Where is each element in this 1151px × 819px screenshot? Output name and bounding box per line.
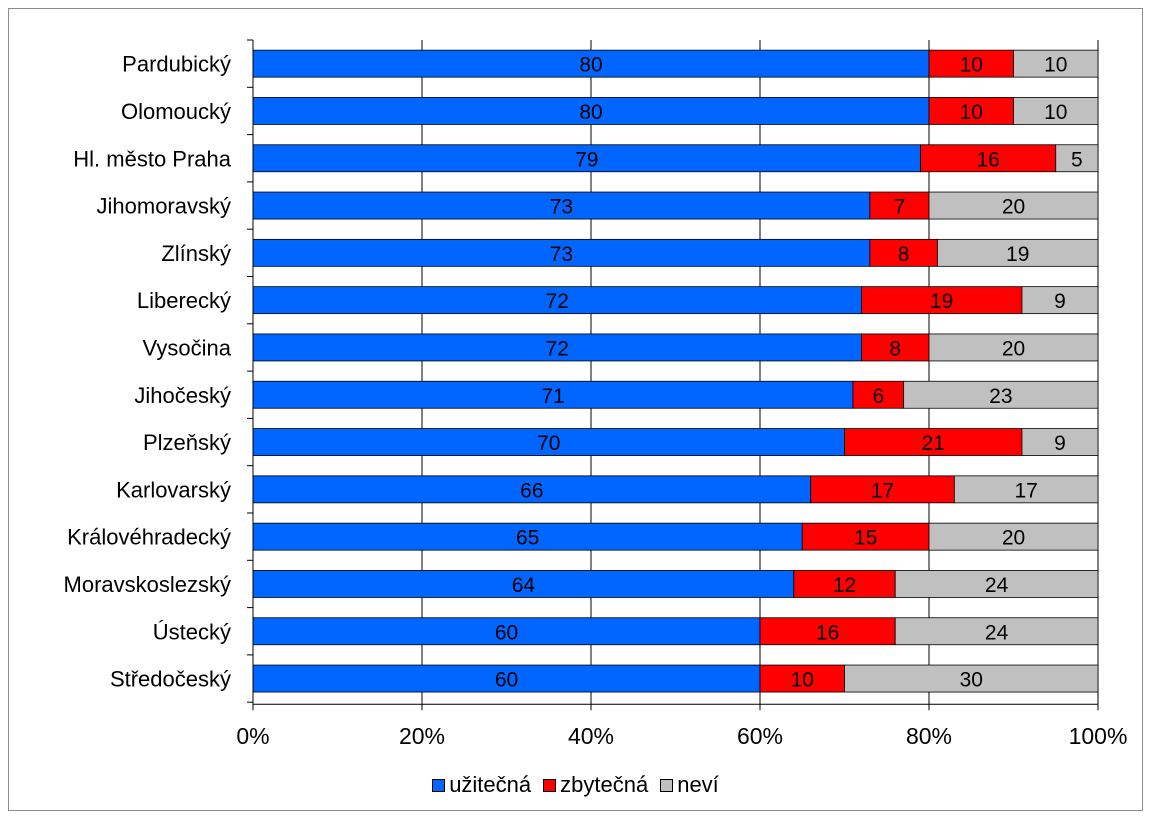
data-label: 72	[546, 290, 569, 313]
data-label: 79	[575, 148, 598, 171]
data-label: 10	[960, 101, 983, 124]
data-label: 17	[871, 479, 894, 502]
category-label: Liberecký	[137, 288, 231, 313]
category-label: Karlovarský	[116, 477, 231, 502]
category-label: Královéhradecký	[67, 525, 231, 550]
data-label: 66	[520, 479, 543, 502]
data-label: 19	[1006, 243, 1029, 266]
data-label: 17	[1014, 479, 1037, 502]
data-label: 80	[579, 101, 602, 124]
legend-label: zbytečná	[560, 772, 648, 798]
data-label: 24	[985, 621, 1009, 644]
data-label: 20	[1002, 337, 1025, 360]
data-label: 60	[495, 669, 518, 692]
category-label: Ústecký	[153, 619, 231, 644]
data-label: 64	[512, 574, 536, 597]
data-label: 16	[816, 621, 839, 644]
data-label: 12	[833, 574, 856, 597]
x-tick-label: 60%	[737, 723, 783, 749]
x-tick-label: 100%	[1069, 723, 1128, 749]
data-label: 65	[516, 527, 539, 550]
category-label: Vysočina	[143, 335, 232, 360]
legend-swatch	[432, 779, 445, 792]
category-label: Moravskoslezský	[64, 572, 231, 597]
category-label: Jihočeský	[134, 383, 231, 408]
data-label: 6	[872, 385, 884, 408]
legend-item: neví	[660, 772, 719, 798]
x-tick-label: 80%	[906, 723, 952, 749]
data-label: 72	[546, 337, 569, 360]
data-label: 10	[960, 54, 983, 77]
data-label: 8	[889, 337, 901, 360]
legend-item: užitečná	[432, 772, 531, 798]
data-label: 10	[1044, 101, 1067, 124]
category-label: Olomoucký	[121, 99, 231, 124]
data-label: 9	[1054, 432, 1066, 455]
data-label: 7	[894, 196, 906, 219]
data-label: 73	[550, 196, 573, 219]
legend-item: zbytečná	[543, 772, 648, 798]
data-label: 60	[495, 621, 518, 644]
legend-label: užitečná	[449, 772, 531, 798]
data-label: 5	[1071, 148, 1083, 171]
x-tick-label: 0%	[236, 723, 269, 749]
legend-label: neví	[677, 772, 719, 798]
category-label: Zlínský	[161, 241, 231, 266]
data-label: 10	[1044, 54, 1067, 77]
data-label: 71	[541, 385, 564, 408]
data-label: 30	[960, 669, 983, 692]
data-label: 19	[930, 290, 953, 313]
data-label: 15	[854, 527, 877, 550]
data-label: 21	[922, 432, 945, 455]
data-label: 73	[550, 243, 573, 266]
x-tick-label: 20%	[399, 723, 445, 749]
legend-swatch	[660, 779, 673, 792]
data-label: 23	[989, 385, 1012, 408]
data-label: 24	[985, 574, 1009, 597]
data-label: 70	[537, 432, 560, 455]
data-label: 80	[579, 54, 602, 77]
category-label: Středočeský	[110, 667, 231, 692]
data-label: 20	[1002, 196, 1025, 219]
data-label: 16	[976, 148, 999, 171]
x-tick-label: 40%	[568, 723, 614, 749]
category-label: Jihomoravský	[97, 194, 231, 219]
data-label: 10	[791, 669, 814, 692]
data-label: 8	[898, 243, 910, 266]
category-label: Hl. město Praha	[73, 146, 231, 171]
category-label: Pardubický	[122, 52, 231, 77]
data-label: 9	[1054, 290, 1066, 313]
legend-swatch	[543, 779, 556, 792]
legend: užitečná zbytečná neví	[0, 770, 1151, 800]
category-label: Plzeňský	[143, 430, 231, 455]
data-label: 20	[1002, 527, 1025, 550]
